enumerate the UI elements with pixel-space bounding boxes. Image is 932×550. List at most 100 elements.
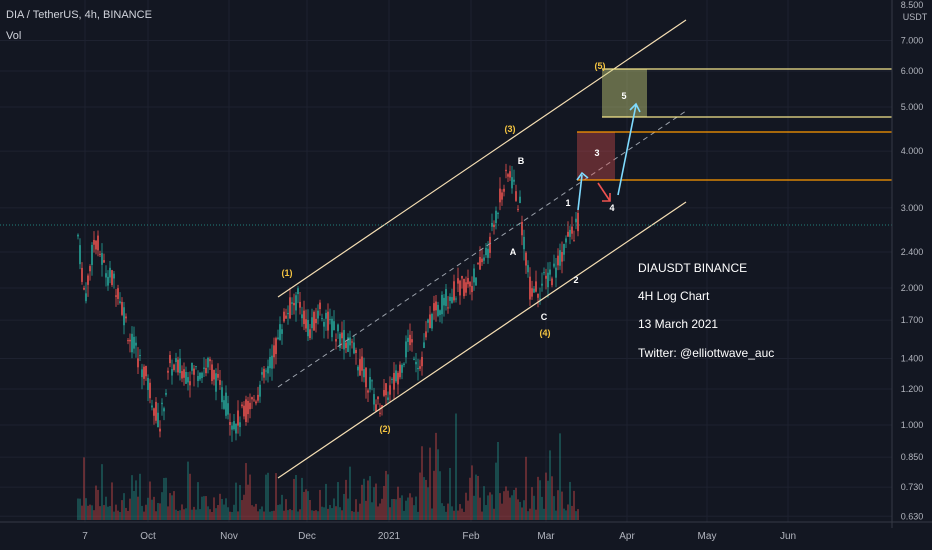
candle-body	[209, 359, 211, 362]
candle-body	[303, 310, 305, 325]
volume-bar	[275, 473, 277, 520]
candle-body	[493, 224, 495, 228]
candle-body	[111, 270, 113, 286]
volume-bar	[79, 498, 81, 520]
candle-body	[151, 405, 153, 408]
volume-bar	[175, 509, 177, 520]
price-tick-label: 1.400	[901, 354, 924, 364]
candle-body	[567, 231, 569, 237]
volume-bar	[291, 510, 293, 520]
time-tick-label: 7	[82, 531, 88, 542]
wave-label: 3	[594, 148, 599, 158]
volume-bar	[337, 482, 339, 520]
candle-body	[577, 212, 579, 232]
candle-body	[87, 275, 89, 285]
candle-body	[371, 380, 373, 382]
candle-body	[93, 239, 95, 245]
candle-body	[565, 238, 567, 243]
volume-bar	[385, 470, 387, 520]
price-tick-label: 1.700	[901, 315, 924, 325]
candle-body	[533, 288, 535, 293]
volume-bar	[469, 477, 471, 520]
volume-bar	[147, 497, 149, 520]
volume-bar	[505, 486, 507, 520]
volume-bar	[303, 491, 305, 520]
volume-bar	[187, 461, 189, 520]
candle-body	[127, 340, 129, 342]
volume-bar	[285, 499, 287, 520]
volume-bar	[221, 498, 223, 520]
candle-body	[557, 255, 559, 266]
candle-body	[543, 272, 545, 274]
candle-body	[129, 339, 131, 342]
candle-body	[231, 425, 233, 430]
volume-bar	[325, 483, 327, 520]
candle-body	[99, 253, 101, 255]
arrow-wave4-down	[597, 182, 611, 202]
volume-bar	[133, 491, 135, 520]
volume-bar	[247, 484, 249, 520]
candle-body	[219, 380, 221, 385]
volume-bar	[267, 472, 269, 520]
candle-body	[347, 337, 349, 352]
volume-bar	[105, 496, 107, 520]
candle-body	[361, 356, 363, 371]
volume-bar	[353, 511, 355, 520]
candle-body	[385, 383, 387, 396]
candle-body	[511, 177, 513, 189]
symbol-header[interactable]: DIA / TetherUS, 4h, BINANCE	[6, 9, 152, 21]
candle-body	[421, 356, 423, 367]
volume-bar	[263, 511, 265, 520]
volume-bar	[461, 508, 463, 520]
candle-body	[191, 362, 193, 371]
volume-bar	[507, 490, 509, 520]
candle-body	[281, 329, 283, 334]
volume-bars	[77, 413, 579, 520]
candle-body	[507, 174, 509, 177]
volume-bar	[227, 507, 229, 520]
price-tick-label: 3.000	[901, 203, 924, 213]
candle-body	[103, 260, 105, 263]
volume-bar	[257, 511, 259, 520]
candle-body	[549, 269, 551, 275]
candle-body	[445, 289, 447, 306]
candle-body	[551, 278, 553, 286]
candle-body	[431, 313, 433, 329]
volume-bar	[341, 510, 343, 520]
volume-bar	[213, 497, 215, 520]
volume-bar	[129, 498, 131, 520]
candle-body	[479, 256, 481, 270]
volume-bar	[191, 509, 193, 520]
volume-bar	[321, 506, 323, 520]
candle-body	[193, 368, 195, 375]
volume-bar	[387, 474, 389, 520]
channel-midline	[277, 110, 687, 388]
volume-bar	[419, 472, 421, 520]
candle-body	[183, 369, 185, 378]
candle-body	[201, 372, 203, 379]
volume-bar	[203, 496, 205, 520]
volume-bar	[295, 475, 297, 520]
candle-body	[109, 267, 111, 278]
volume-bar	[481, 511, 483, 520]
volume-bar	[485, 505, 487, 520]
candle-body	[529, 276, 531, 300]
candle-body	[165, 392, 167, 395]
candle-body	[293, 302, 295, 306]
volume-bar	[293, 478, 295, 520]
volume-bar	[399, 497, 401, 520]
candle-body	[137, 358, 139, 368]
candle-body	[279, 324, 281, 341]
volume-bar	[373, 487, 375, 520]
volume-bar	[415, 496, 417, 520]
wave-label: 1	[565, 198, 570, 208]
wave3-target-box	[577, 132, 615, 180]
wave-label: (3)	[505, 124, 516, 134]
candle-body	[467, 278, 469, 285]
note-date: 13 March 2021	[638, 317, 719, 331]
volume-bar	[253, 506, 255, 520]
volume-bar	[463, 511, 465, 520]
volume-bar	[107, 506, 109, 520]
candle-body	[169, 355, 171, 364]
